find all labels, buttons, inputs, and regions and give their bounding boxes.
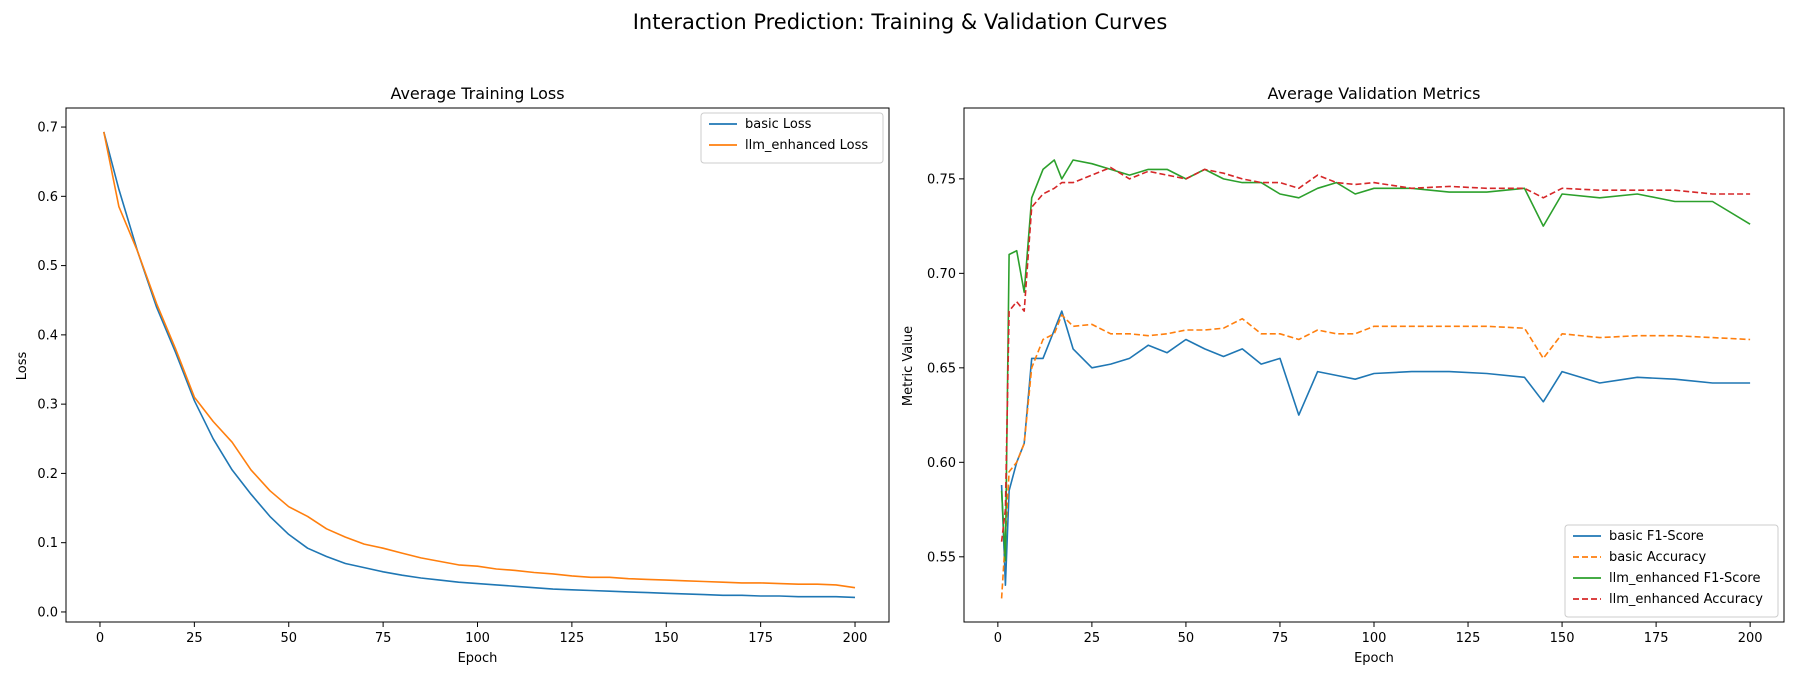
training-loss-ylabel: Loss (15, 352, 30, 381)
validation-metrics-xtick-label: 150 (1550, 631, 1575, 646)
training-loss-ytick-label: 0.5 (37, 259, 58, 274)
training-loss-title: Average Training Loss (390, 84, 564, 103)
training-loss-ytick-label: 0.4 (37, 328, 58, 343)
training-loss-panel: Average Training Loss Epoch Loss 0 25 50 75… (15, 84, 890, 666)
validation-metrics-series-line-2 (1000, 314, 1751, 599)
training-loss-series-line-1 (103, 131, 856, 599)
validation-metrics-series-line-4 (1000, 166, 1751, 542)
training-loss-xtick-label: 25 (186, 631, 203, 646)
training-loss-ytick-label: 0.0 (37, 605, 58, 620)
validation-metrics-xtick-label: 25 (1084, 631, 1101, 646)
validation-metrics-legend: basic F1-Score basic Accuracy llm_enhanced… (1564, 524, 1779, 618)
training-loss-plot-frame (65, 107, 890, 623)
training-loss-xtick-label: 100 (465, 631, 490, 646)
validation-metrics-panel: Average Validation Metrics Epoch Metric … (901, 84, 1785, 666)
training-loss-ytick-label: 0.6 (37, 190, 58, 205)
validation-metrics-plot-frame (963, 107, 1785, 623)
training-loss-xtick-label: 0 (96, 631, 104, 646)
validation-metrics-legend-label: basic Accuracy (1609, 550, 1707, 565)
validation-metrics-series-line-1 (1000, 310, 1751, 587)
validation-metrics-xtick-label: 125 (1456, 631, 1481, 646)
validation-metrics-legend-frame (1564, 524, 1779, 618)
figure-title: Interaction Prediction: Training & Valid… (633, 10, 1168, 34)
validation-metrics-xlabel: Epoch (1354, 651, 1394, 666)
training-loss-ytick-label: 0.2 (37, 467, 58, 482)
training-loss-xlabel: Epoch (458, 651, 498, 666)
training-loss-xtick-label: 150 (654, 631, 679, 646)
training-loss-xtick-label: 50 (280, 631, 297, 646)
training-loss-legend-label: llm_enhanced Loss (745, 138, 868, 153)
validation-metrics-ytick-label: 0.70 (927, 267, 956, 282)
validation-metrics-xtick-label: 0 (994, 631, 1002, 646)
validation-metrics-ytick-label: 0.60 (927, 456, 956, 471)
training-loss-xtick-label: 175 (748, 631, 773, 646)
validation-metrics-xtick-label: 75 (1272, 631, 1289, 646)
training-loss-legend-label: basic Loss (745, 117, 812, 132)
validation-metrics-xtick-label: 50 (1178, 631, 1195, 646)
training-loss-ytick-label: 0.3 (37, 398, 58, 413)
training-loss-ytick-label: 0.1 (37, 536, 58, 551)
validation-metrics-legend-label: basic F1-Score (1609, 529, 1704, 544)
validation-metrics-ylabel: Metric Value (901, 326, 916, 406)
training-loss-xtick-label: 125 (559, 631, 584, 646)
training-loss-xtick-label: 200 (843, 631, 868, 646)
validation-metrics-xtick-label: 175 (1644, 631, 1669, 646)
training-loss-legend-frame (700, 112, 884, 164)
training-loss-xtick-label: 75 (375, 631, 392, 646)
validation-metrics-title: Average Validation Metrics (1268, 84, 1481, 103)
validation-metrics-xtick-label: 100 (1362, 631, 1387, 646)
validation-metrics-legend-label: llm_enhanced Accuracy (1609, 592, 1763, 607)
validation-metrics-xtick-label: 200 (1738, 631, 1763, 646)
validation-metrics-ytick-label: 0.65 (927, 361, 956, 376)
validation-metrics-legend-label: llm_enhanced F1-Score (1609, 571, 1760, 586)
validation-metrics-ytick-label: 0.55 (927, 550, 956, 565)
training-loss-legend: basic Loss llm_enhanced Loss (700, 112, 884, 164)
training-loss-series-line-2 (103, 131, 856, 589)
training-loss-ytick-label: 0.7 (37, 121, 58, 136)
validation-metrics-series-line-3 (1000, 159, 1751, 562)
validation-metrics-ytick-label: 0.75 (927, 172, 956, 187)
